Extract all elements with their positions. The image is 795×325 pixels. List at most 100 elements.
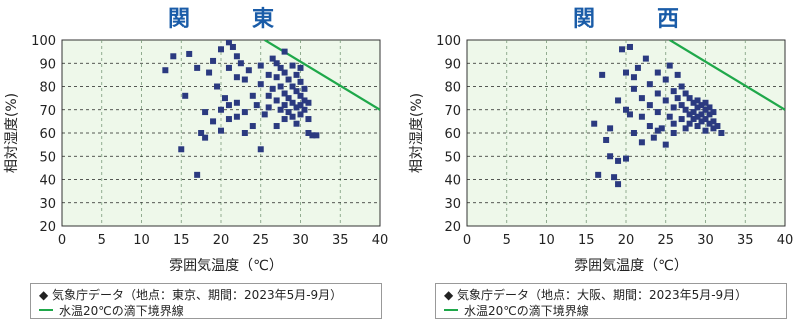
legend-text-jma-data: ◆ 気象庁データ（地点：大阪、期間：2023年5月-9月） <box>444 287 748 302</box>
data-point <box>654 109 661 116</box>
x-tick-label: 5 <box>503 233 511 248</box>
data-point <box>233 53 240 60</box>
data-point <box>285 76 292 83</box>
data-point <box>623 69 629 76</box>
data-point <box>702 99 709 106</box>
data-point <box>678 102 685 109</box>
data-point <box>297 92 304 99</box>
data-point <box>694 113 701 120</box>
data-point <box>607 125 614 132</box>
x-tick-label: 35 <box>332 233 349 248</box>
data-point <box>619 46 626 53</box>
data-point <box>666 62 673 69</box>
data-point <box>273 60 280 67</box>
data-point <box>285 109 292 116</box>
data-point <box>630 130 637 136</box>
chart-panel-kansai: 関 西 0 5 10 15 20 25 30 35 40 20 30 40 50 60 70 80 90 100 雰囲… <box>405 0 795 325</box>
x-tick-label: 10 <box>133 233 150 248</box>
legend-item-jma-data: ◆ 気象庁データ（地点：東京、期間：2023年5月-9月） <box>39 286 373 302</box>
legend-text-threshold: 水温20℃の滴下境界線 <box>59 303 184 318</box>
data-point <box>615 181 622 188</box>
y-tick-label: 30 <box>39 197 56 212</box>
data-point <box>293 120 300 127</box>
x-tick-label: 25 <box>657 233 674 248</box>
data-point <box>718 130 725 136</box>
data-point <box>249 92 256 99</box>
data-point <box>253 102 260 109</box>
x-tick-label: 40 <box>372 233 389 248</box>
x-tick-label: 40 <box>777 233 794 248</box>
y-tick-label: 90 <box>444 57 461 72</box>
data-point <box>214 83 221 90</box>
data-point <box>646 81 653 88</box>
data-point <box>281 48 288 55</box>
y-axis-label: 相対湿度(%) <box>409 93 425 173</box>
data-point <box>591 120 598 127</box>
green-line-icon <box>444 309 458 311</box>
data-point <box>623 106 629 113</box>
x-tick-label: 10 <box>538 233 555 248</box>
data-point <box>233 74 240 81</box>
data-point <box>277 83 284 90</box>
data-point <box>630 85 637 92</box>
data-point <box>210 57 217 64</box>
data-point <box>265 71 272 78</box>
legend-text-jma-data: ◆ 気象庁データ（地点：東京、期間：2023年5月-9月） <box>39 287 343 302</box>
data-point <box>674 71 681 78</box>
data-point <box>666 113 673 120</box>
data-point <box>265 92 272 99</box>
data-point <box>615 97 622 104</box>
data-point <box>686 95 693 102</box>
y-tick-label: 80 <box>444 81 461 96</box>
y-tick-label: 20 <box>444 220 461 235</box>
legend-item-threshold: 水温20℃の滴下境界線 <box>39 302 373 318</box>
data-point <box>194 64 201 71</box>
x-tick-label: 0 <box>58 233 66 248</box>
scatter-chart-kansai: 関 西 0 5 10 15 20 25 30 35 40 20 30 40 50 60 70 80 90 100 雰囲… <box>409 7 794 274</box>
legend-text-threshold: 水温20℃の滴下境界線 <box>464 303 589 318</box>
data-point <box>702 116 709 123</box>
data-point <box>714 123 721 130</box>
data-point <box>293 88 300 95</box>
data-point <box>305 99 312 106</box>
y-tick-label: 70 <box>444 104 461 119</box>
data-point <box>646 102 653 109</box>
data-point <box>670 130 677 136</box>
y-tick-label: 40 <box>444 174 461 189</box>
data-point <box>646 123 653 130</box>
data-point <box>206 69 213 76</box>
data-point <box>186 50 193 57</box>
data-point <box>305 116 312 123</box>
data-point <box>694 104 701 111</box>
data-point <box>202 109 209 116</box>
data-point <box>309 132 316 139</box>
data-point <box>678 116 685 123</box>
data-point <box>210 118 217 125</box>
data-point <box>670 104 677 111</box>
data-point <box>607 153 614 160</box>
data-point <box>218 46 224 53</box>
data-point <box>674 95 681 102</box>
x-tick-label: 30 <box>292 233 309 248</box>
data-point <box>277 106 284 113</box>
data-point <box>634 64 641 71</box>
data-point <box>662 76 669 83</box>
x-tick-label: 20 <box>618 233 635 248</box>
data-point <box>301 106 308 113</box>
data-point <box>225 102 232 109</box>
data-point <box>706 111 713 118</box>
data-point <box>611 174 618 181</box>
data-point <box>694 97 701 104</box>
data-point <box>682 90 689 97</box>
data-point <box>710 109 717 116</box>
y-tick-label: 90 <box>39 57 56 72</box>
data-point <box>273 74 280 81</box>
data-point <box>650 134 657 141</box>
data-point <box>698 111 705 118</box>
data-point <box>257 81 264 88</box>
x-axis-label: 雰囲気温度（℃） <box>169 258 283 274</box>
data-point <box>289 99 296 106</box>
data-point <box>257 146 264 153</box>
threshold-line <box>669 40 785 111</box>
data-point <box>289 113 296 120</box>
